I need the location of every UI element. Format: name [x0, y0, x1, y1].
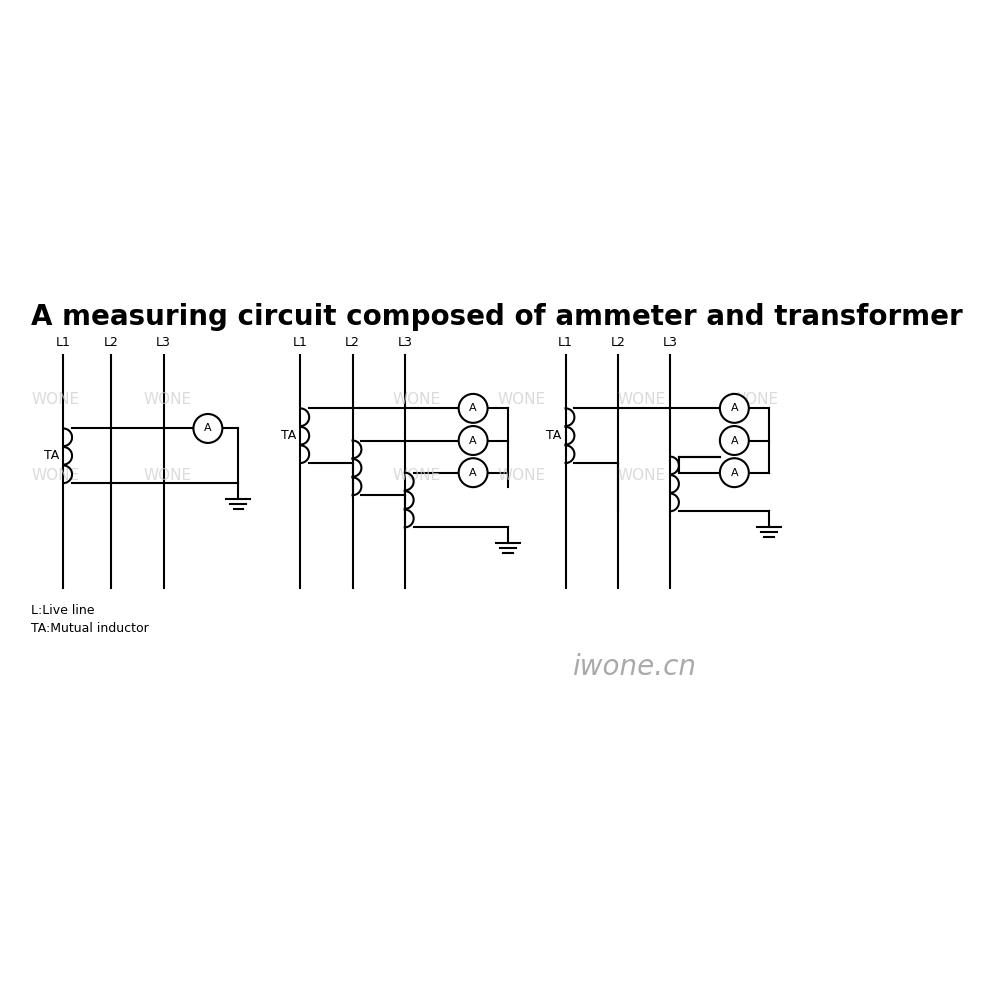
Text: WONE: WONE: [393, 468, 441, 483]
Text: L2: L2: [610, 336, 625, 349]
Circle shape: [720, 458, 749, 487]
Text: L:Live line
TA:Mutual inductor: L:Live line TA:Mutual inductor: [31, 604, 149, 635]
Text: L3: L3: [663, 336, 677, 349]
Circle shape: [459, 394, 488, 423]
Text: L2: L2: [345, 336, 360, 349]
Text: WONE: WONE: [393, 392, 441, 407]
Text: WONE: WONE: [31, 468, 79, 483]
Text: A: A: [469, 468, 477, 478]
Text: iwone.cn: iwone.cn: [572, 653, 696, 681]
Text: A: A: [469, 403, 477, 413]
Text: WONE: WONE: [497, 392, 545, 407]
Text: L1: L1: [293, 336, 308, 349]
Circle shape: [459, 458, 488, 487]
Text: WONE: WONE: [31, 392, 79, 407]
Circle shape: [459, 426, 488, 455]
Text: WONE: WONE: [144, 468, 192, 483]
Text: L1: L1: [558, 336, 573, 349]
Text: WONE: WONE: [618, 392, 666, 407]
Circle shape: [193, 414, 222, 443]
Text: A: A: [469, 436, 477, 446]
Text: L1: L1: [56, 336, 71, 349]
Text: L2: L2: [104, 336, 119, 349]
Text: TA: TA: [281, 429, 296, 442]
Text: WONE: WONE: [730, 392, 778, 407]
Text: WONE: WONE: [618, 468, 666, 483]
Circle shape: [720, 426, 749, 455]
Text: WONE: WONE: [144, 392, 192, 407]
Circle shape: [720, 394, 749, 423]
Text: TA: TA: [546, 429, 562, 442]
Text: TA: TA: [44, 449, 59, 462]
Text: L3: L3: [156, 336, 171, 349]
Text: A: A: [731, 436, 738, 446]
Text: WONE: WONE: [497, 468, 545, 483]
Text: L3: L3: [397, 336, 412, 349]
Text: A measuring circuit composed of ammeter and transformer: A measuring circuit composed of ammeter …: [31, 303, 963, 331]
Text: A: A: [731, 468, 738, 478]
Text: A: A: [204, 423, 212, 433]
Text: A: A: [731, 403, 738, 413]
